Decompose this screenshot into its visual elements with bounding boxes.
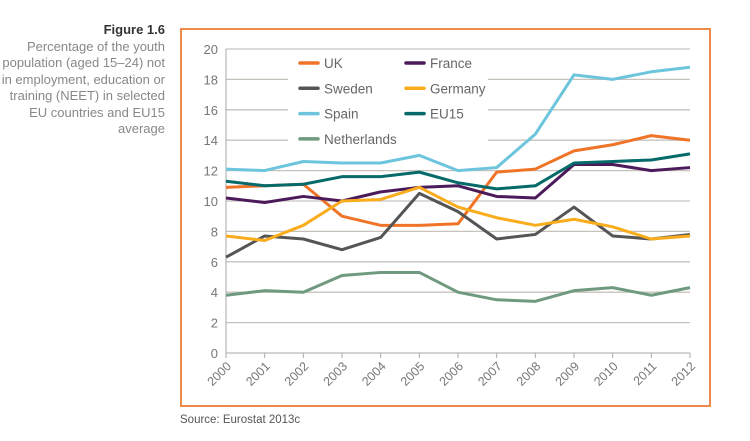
chart-frame xyxy=(180,28,711,407)
legend-label-netherlands: Netherlands xyxy=(324,132,397,147)
series-line-sweden xyxy=(225,191,691,259)
y-tick-label: 10 xyxy=(204,194,218,209)
x-tick-label: 2008 xyxy=(514,359,544,389)
figure-description: Percentage of the youth population (aged… xyxy=(1,38,165,137)
y-tick-label: 20 xyxy=(204,42,218,57)
x-tick-label: 2003 xyxy=(321,359,351,389)
legend-label-eu15: EU15 xyxy=(430,107,464,122)
figure-number: Figure 1.6 xyxy=(103,22,165,37)
x-tick-label: 2000 xyxy=(205,359,235,389)
x-tick-label: 2002 xyxy=(282,359,312,389)
legend-background xyxy=(288,50,488,150)
legend-label-spain: Spain xyxy=(324,107,359,122)
x-tick-label: 2009 xyxy=(553,359,583,389)
x-tick-label: 2006 xyxy=(437,359,467,389)
y-tick-label: 16 xyxy=(204,103,218,118)
series-line-eu15 xyxy=(225,152,691,191)
series-line-france xyxy=(225,163,691,205)
y-tick-label: 12 xyxy=(204,164,218,179)
x-tick-label: 2005 xyxy=(398,359,428,389)
y-tick-label: 0 xyxy=(211,346,218,361)
legend-label-germany: Germany xyxy=(430,81,486,96)
x-tick-label: 2012 xyxy=(669,359,699,389)
legend-label-france: France xyxy=(430,56,472,71)
x-tick-label: 2010 xyxy=(591,359,621,389)
x-tick-label: 2001 xyxy=(243,359,273,389)
y-tick-label: 18 xyxy=(204,72,218,87)
series-line-germany xyxy=(225,185,691,243)
y-tick-label: 8 xyxy=(211,224,218,239)
series-line-netherlands xyxy=(225,270,691,303)
y-tick-label: 2 xyxy=(211,316,218,331)
x-tick-label: 2007 xyxy=(475,359,505,389)
series-line-spain xyxy=(225,65,691,173)
y-tick-label: 14 xyxy=(204,133,218,148)
legend-label-sweden: Sweden xyxy=(324,81,373,96)
y-tick-label: 4 xyxy=(211,285,218,300)
source-note: Source: Eurostat 2013c xyxy=(180,414,301,426)
x-tick-label: 2011 xyxy=(631,359,660,388)
figure-caption: Figure 1.6 Percentage of the youth popul… xyxy=(0,22,165,138)
y-tick-label: 6 xyxy=(211,255,218,270)
x-tick-label: 2004 xyxy=(359,359,389,389)
legend-label-uk: UK xyxy=(324,56,343,71)
